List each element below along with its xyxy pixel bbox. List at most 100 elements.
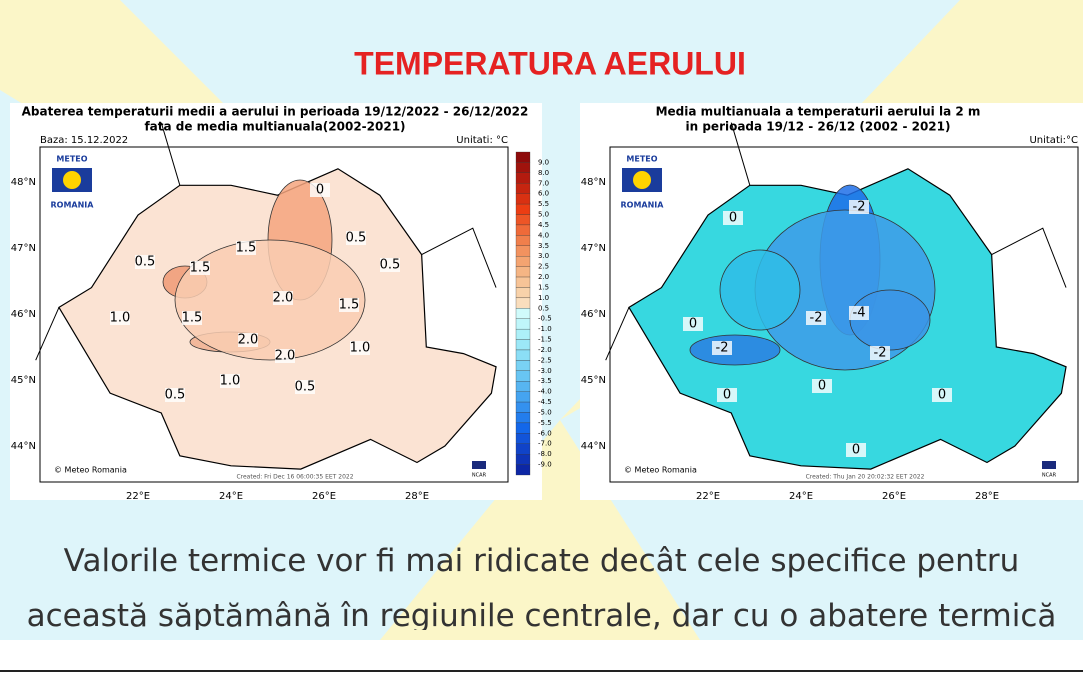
contour-label-bg — [723, 211, 743, 225]
lon-label: 24°E — [219, 491, 243, 502]
colorbar-label: 1.5 — [538, 283, 549, 291]
lon-label: 28°E — [975, 491, 999, 502]
lat-label: 44°N — [581, 441, 606, 452]
contour-label-bg — [849, 200, 869, 214]
colorbar-label: -9.0 — [538, 461, 552, 469]
colorbar-label: 1.0 — [538, 294, 549, 302]
contour-label-bg — [380, 258, 400, 272]
colorbar-cell — [515, 214, 531, 226]
contour-label: -2 — [716, 341, 729, 356]
contour-area — [174, 239, 366, 361]
contour-label: 2.0 — [273, 291, 294, 306]
logo-sun — [633, 171, 651, 189]
contour-label: -4 — [853, 306, 866, 321]
lon-label: 28°E — [405, 491, 429, 502]
contour-label: 1.0 — [220, 374, 241, 389]
colorbar-cell — [515, 370, 531, 382]
contour-label-bg — [310, 183, 330, 197]
contour-label: 0 — [938, 388, 946, 403]
contour-label-bg — [165, 388, 185, 402]
colorbar-cell — [515, 328, 531, 340]
colorbar-label: 7.0 — [538, 179, 549, 187]
colorbar-label: -6.0 — [538, 429, 552, 437]
contour-area — [719, 249, 801, 331]
lat-label: 45°N — [581, 375, 606, 386]
contour-label-bg — [236, 241, 256, 255]
colorbar-label: -0.5 — [538, 315, 552, 323]
contour-label-bg — [812, 379, 832, 393]
colorbar-cell — [515, 172, 531, 184]
colorbar-label: 3.5 — [538, 242, 549, 250]
logo-sun — [63, 171, 81, 189]
contour-label-bg — [339, 298, 359, 312]
colorbar-cell — [515, 349, 531, 361]
footer-band — [0, 640, 1083, 675]
colorbar-cell — [515, 412, 531, 424]
contour-label-bg — [220, 374, 240, 388]
colorbar-label: -4.0 — [538, 388, 552, 396]
contour-label-bg — [346, 231, 366, 245]
contour-label: 1.5 — [339, 298, 360, 313]
colorbar-cell — [515, 443, 531, 455]
map-frame — [39, 146, 509, 483]
colorbar-label: 6.0 — [538, 190, 549, 198]
contour-label-bg — [350, 341, 370, 355]
created: Created: Thu Jan 20 20:02:32 EET 2022 — [806, 474, 925, 481]
colorbar-cell — [515, 318, 531, 330]
lat-label: 47°N — [11, 243, 36, 254]
contour-label-bg — [712, 341, 732, 355]
colorbar-cell — [515, 183, 531, 194]
ncar: NCAR — [472, 473, 487, 479]
lon-label: 22°E — [126, 491, 150, 502]
lon-label: 26°E — [312, 491, 336, 502]
colorbar-cell — [515, 391, 531, 403]
colorbar-cell — [515, 297, 531, 309]
map-units: Unitati: °C — [456, 135, 508, 146]
slide-title: TEMPERATURA AERULUI — [354, 45, 746, 81]
colorbar-cell — [515, 339, 531, 351]
contour-label: 1.5 — [190, 261, 211, 276]
map-frame — [609, 146, 1079, 483]
lat-label: 44°N — [11, 441, 36, 452]
credit: © Meteo Romania — [54, 466, 127, 475]
contour-label: 0 — [689, 317, 697, 332]
colorbar-cell — [515, 308, 531, 319]
contour-label: -2 — [810, 311, 823, 326]
contour-area — [689, 334, 781, 366]
colorbar-label: -5.5 — [538, 419, 552, 427]
contour-label-bg — [846, 443, 866, 457]
body-line: Valorile termice vor fi mai ridicate dec… — [63, 543, 1020, 579]
contour-label-bg — [870, 346, 890, 360]
body-line: această săptămână în regiunile centrale,… — [26, 598, 1057, 630]
ncar-logo — [472, 461, 486, 469]
contour-label-bg — [135, 255, 155, 269]
map-units: Unitati:°C — [1029, 135, 1078, 146]
contour-label: 2.0 — [238, 333, 259, 348]
lat-label: 46°N — [581, 309, 606, 320]
colorbar-cell — [515, 454, 531, 465]
colorbar-label: -5.0 — [538, 408, 552, 416]
colorbar-label: 8.0 — [538, 169, 549, 177]
contour-label-bg — [238, 333, 258, 347]
contour-label: 2.0 — [275, 349, 296, 364]
contour-label: 1.0 — [350, 341, 371, 356]
contour-label: 0 — [316, 183, 324, 198]
colorbar-cell — [515, 256, 531, 267]
contour-label-bg — [190, 261, 210, 275]
map-title: Abaterea temperaturii medii a aerului in… — [22, 105, 529, 119]
logo-text: ROMANIA — [51, 201, 95, 210]
contour-label: 0.5 — [295, 380, 316, 395]
colorbar-cell — [515, 287, 531, 299]
colorbar-label: -7.0 — [538, 440, 552, 448]
map-base: Baza: 15.12.2022 — [40, 135, 128, 146]
contour-label-bg — [182, 311, 202, 325]
colorbar-label: -3.0 — [538, 367, 552, 375]
credit: © Meteo Romania — [624, 466, 697, 475]
colorbar-label: 0.5 — [538, 304, 549, 312]
colorbar-label: 2.0 — [538, 273, 549, 281]
colorbar-label: 4.5 — [538, 221, 549, 229]
colorbar-cell — [515, 235, 531, 246]
